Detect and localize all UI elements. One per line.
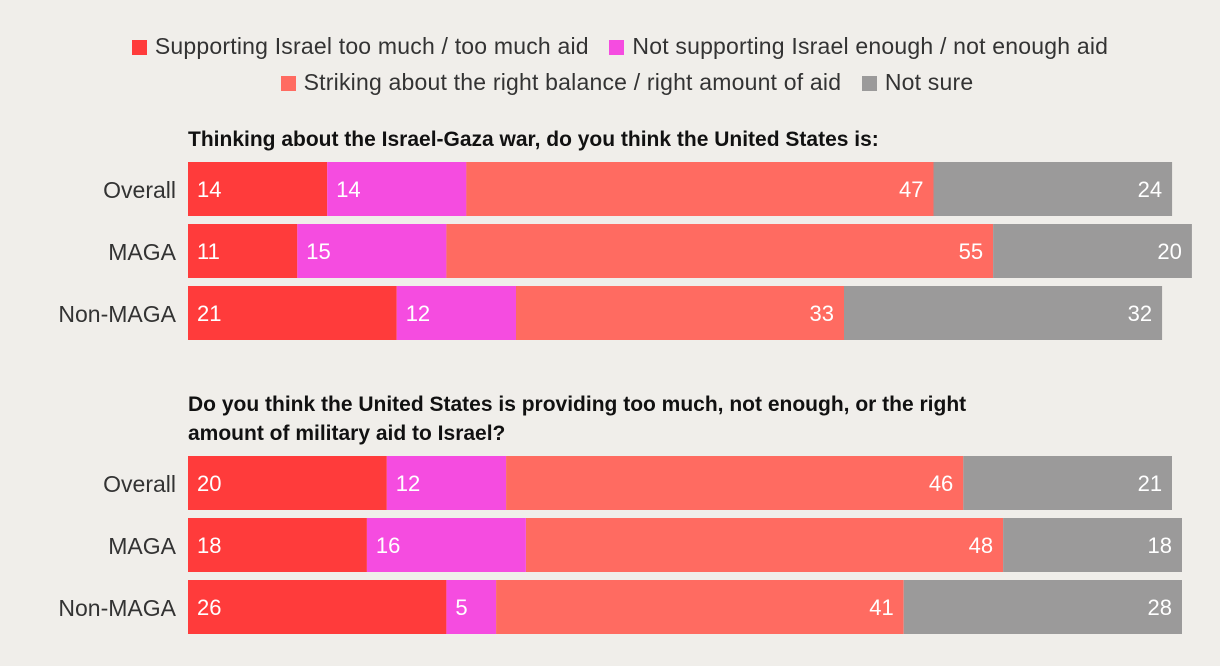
panel-title-line-1: Do you think the United States is provid… <box>188 393 966 416</box>
legend: Supporting Israel too much / too much ai… <box>60 28 1180 100</box>
bar-segment <box>396 286 516 340</box>
data-label: 15 <box>306 239 330 264</box>
data-label: 18 <box>197 533 221 558</box>
data-label: 5 <box>455 595 467 620</box>
legend-label: Not sure <box>884 69 974 95</box>
legend-item-too-much: Supporting Israel too much / too much ai… <box>131 33 589 59</box>
bars-group: 20 12 46 21 18 16 48 18 26 5 41 28 <box>188 456 1182 634</box>
bar-segment <box>188 224 298 278</box>
category-label: Overall <box>103 471 176 497</box>
data-label: 12 <box>396 471 420 496</box>
bar-segment <box>844 286 1163 340</box>
bar-segment <box>963 456 1172 510</box>
chart-panel-aid: Do you think the United States is provid… <box>58 393 1182 634</box>
bar-segment <box>188 456 387 510</box>
chart-panel-war: Thinking about the Israel-Gaza war, do y… <box>58 128 1192 340</box>
data-label: 55 <box>959 239 983 264</box>
legend-label: Striking about the right balance / right… <box>303 69 842 95</box>
category-label: Overall <box>103 177 176 203</box>
data-label: 14 <box>336 177 360 202</box>
panel-title-line-2: amount of military aid to Israel? <box>188 422 505 445</box>
data-label: 20 <box>1157 239 1181 264</box>
data-label: 26 <box>197 595 221 620</box>
bar-segment <box>297 224 447 278</box>
bar-segment <box>188 518 367 572</box>
bar-segment <box>386 456 507 510</box>
bar-segment <box>496 580 904 634</box>
data-label: 46 <box>929 471 953 496</box>
data-label: 28 <box>1148 595 1172 620</box>
data-label: 16 <box>376 533 400 558</box>
panel-title: Do you think the United States is provid… <box>188 393 972 445</box>
data-label: 32 <box>1128 301 1152 326</box>
legend-item-not-enough: Not supporting Israel enough / not enoug… <box>595 33 1108 59</box>
bar-segment <box>933 162 1173 216</box>
legend-label: Supporting Israel too much / too much ai… <box>154 33 589 59</box>
data-label: 33 <box>810 301 834 326</box>
bar-segment <box>188 286 397 340</box>
data-label: 41 <box>869 595 893 620</box>
panel-title-line: Thinking about the Israel-Gaza war, do y… <box>188 128 879 151</box>
legend-item-right-balance: Striking about the right balance / right… <box>267 69 842 95</box>
legend-swatch <box>131 40 147 55</box>
legend-swatch <box>280 76 296 91</box>
bar-segment <box>188 162 328 216</box>
category-label: Non-MAGA <box>58 301 176 327</box>
data-label: 14 <box>197 177 221 202</box>
data-label: 21 <box>1138 471 1162 496</box>
bar-segment <box>188 580 447 634</box>
data-label: 12 <box>406 301 430 326</box>
legend-swatch <box>861 76 877 91</box>
bar-segment <box>903 580 1182 634</box>
bar-segment <box>993 224 1192 278</box>
bar-segment <box>1003 518 1182 572</box>
bar-segment <box>366 518 526 572</box>
bar-segment <box>446 224 994 278</box>
data-label: 47 <box>899 177 923 202</box>
bar-segment <box>466 162 934 216</box>
category-label: Non-MAGA <box>58 595 176 621</box>
data-label: 11 <box>197 239 220 264</box>
data-label: 48 <box>969 533 993 558</box>
data-label: 24 <box>1138 177 1162 202</box>
category-label: MAGA <box>108 533 176 559</box>
legend-label: Not supporting Israel enough / not enoug… <box>632 33 1109 59</box>
data-label: 21 <box>197 301 221 326</box>
bar-segment <box>506 456 964 510</box>
bar-segment <box>516 286 844 340</box>
bar-segment <box>446 580 497 634</box>
legend-swatch <box>609 40 625 55</box>
bars-group: 14 14 47 24 11 15 55 20 21 12 33 32 <box>188 162 1192 340</box>
legend-item-not-sure: Not sure <box>848 69 974 95</box>
data-label: 18 <box>1148 533 1172 558</box>
data-label: 20 <box>197 471 221 496</box>
bar-segment <box>526 518 1004 572</box>
category-label: MAGA <box>108 239 176 265</box>
bar-segment <box>327 162 467 216</box>
